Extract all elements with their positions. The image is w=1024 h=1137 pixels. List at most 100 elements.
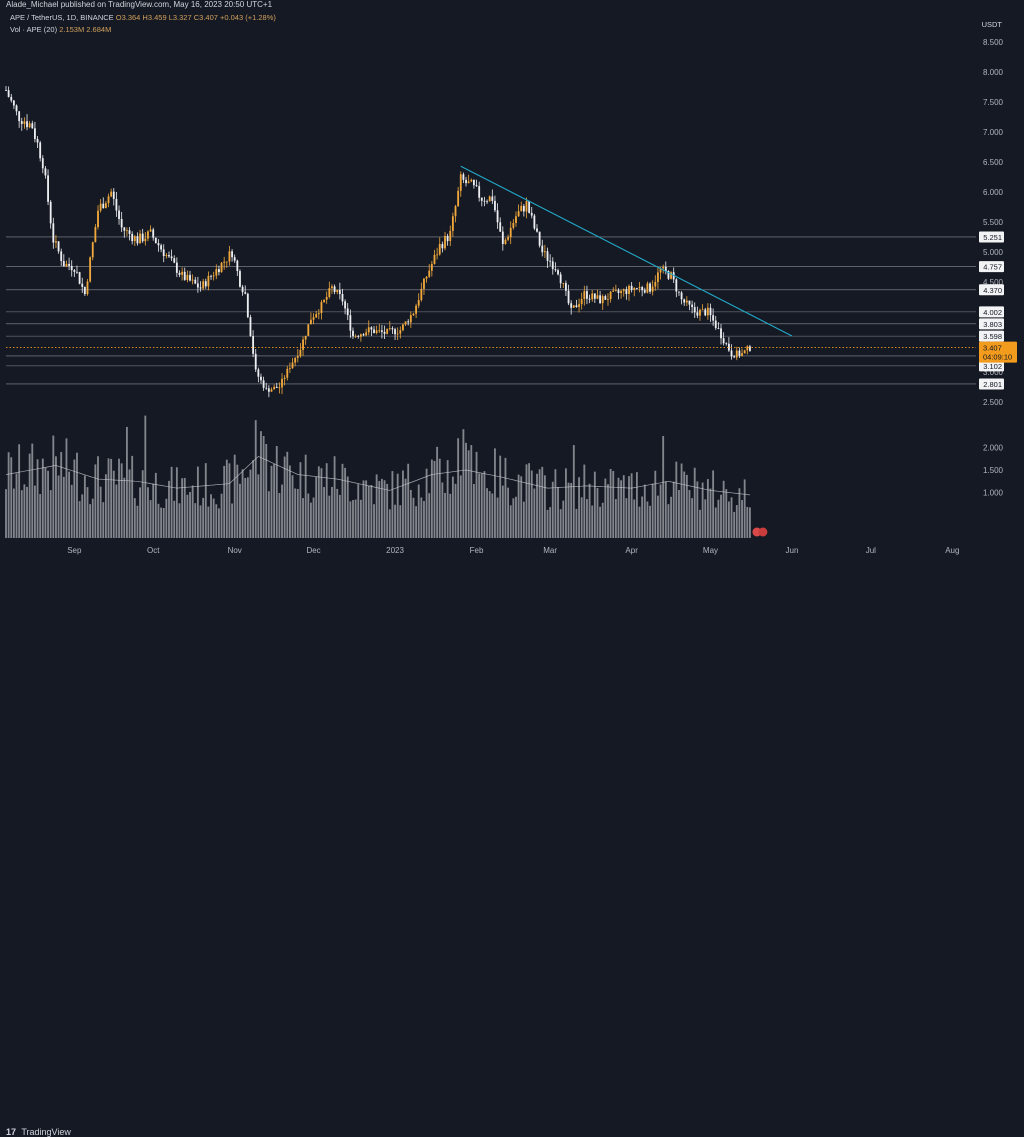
candle-body xyxy=(638,287,641,289)
time-tick-label: Dec xyxy=(306,546,320,555)
candle-body xyxy=(120,219,123,228)
volume-bar xyxy=(104,474,107,538)
candle-body xyxy=(131,233,134,242)
candle-body xyxy=(107,196,110,204)
candle-body xyxy=(194,279,197,284)
volume-bar xyxy=(215,504,218,538)
ohlc-values: O3.364 H3.459 L3.327 C3.407 +0.043 (+1.2… xyxy=(115,13,276,22)
volume-bar xyxy=(20,490,23,538)
volume-bar xyxy=(194,503,197,538)
volume-bar xyxy=(567,482,570,538)
candle-body xyxy=(501,231,504,245)
volume-bar xyxy=(423,500,425,538)
countdown-label: 04:09:10 xyxy=(983,353,1012,362)
candle-body xyxy=(483,200,486,202)
symbol-name[interactable]: APE / TetherUS, 1D, BINANCE xyxy=(10,13,114,22)
candle-body xyxy=(252,336,255,354)
volume-ma-line xyxy=(5,455,750,496)
volume-bar xyxy=(354,499,357,538)
tradingview-logo[interactable]: 17 TradingView xyxy=(6,1127,71,1137)
candle-body xyxy=(480,197,483,201)
candle-body xyxy=(706,307,709,316)
candle-body xyxy=(260,376,262,381)
volume-bar xyxy=(68,471,71,538)
volume-bar xyxy=(675,461,678,538)
candle-body xyxy=(396,333,399,335)
candle-body xyxy=(530,212,533,216)
candle-body xyxy=(691,304,694,307)
volume-bar xyxy=(325,463,328,538)
price-tick-label: 8.000 xyxy=(983,68,1004,77)
volume-bar xyxy=(486,488,488,538)
candle-body xyxy=(441,244,444,249)
candle-body xyxy=(139,233,141,244)
level-price-tag xyxy=(979,318,1004,330)
volume-bar xyxy=(231,503,233,538)
volume-label[interactable]: Vol · APE (20) xyxy=(10,25,58,34)
volume-bar xyxy=(97,456,99,538)
candle-body xyxy=(402,324,404,331)
candle-body xyxy=(55,241,57,243)
candle-body xyxy=(241,286,244,293)
volume-bar xyxy=(310,502,312,538)
candle-body xyxy=(430,263,433,271)
volume-bar xyxy=(375,474,378,538)
candle-body xyxy=(528,201,531,213)
volume-bar xyxy=(738,488,741,538)
candle-body xyxy=(720,328,722,339)
candle-body xyxy=(646,283,649,293)
volume-bar xyxy=(118,458,120,538)
volume-bar xyxy=(662,436,665,538)
volume-bar xyxy=(591,505,594,538)
volume-bar xyxy=(725,489,728,538)
candle-body xyxy=(614,290,617,291)
candle-body xyxy=(499,222,502,232)
candle-body xyxy=(304,335,307,340)
candle-body xyxy=(212,275,215,277)
candle-body xyxy=(123,227,126,231)
candle-body xyxy=(407,321,410,323)
candle-body xyxy=(701,309,704,311)
volume-bar xyxy=(333,456,336,538)
candle-body xyxy=(727,343,730,351)
candle-body xyxy=(580,298,583,305)
volume-bar xyxy=(467,450,470,538)
volume-bar xyxy=(530,470,533,538)
candle-body xyxy=(457,190,460,207)
candle-body xyxy=(328,288,331,297)
volume-bar xyxy=(244,477,247,538)
volume-bar xyxy=(139,487,141,538)
candle-body xyxy=(428,270,431,277)
volume-bar xyxy=(10,457,13,538)
volume-bar xyxy=(522,501,525,538)
volume-bar xyxy=(141,470,144,538)
volume-bar xyxy=(123,477,126,538)
volume-bar xyxy=(396,473,399,538)
candle-body xyxy=(281,378,283,388)
volume-bar xyxy=(5,489,7,538)
candle-body xyxy=(578,304,580,308)
volume-tick-label: 2.000 xyxy=(983,443,1004,452)
candle-body xyxy=(26,121,28,128)
price-chart[interactable]: 8.500 8.000 7.500 7.000 6.500 6.000 5.500 5.000… xyxy=(0,0,1024,581)
candle-body xyxy=(433,254,436,264)
candle-body xyxy=(86,281,89,295)
candle-body xyxy=(446,235,449,242)
candle-body xyxy=(399,330,402,334)
candle-body xyxy=(538,231,541,246)
candle-body xyxy=(494,200,496,211)
candle-body xyxy=(112,191,115,199)
volume-bar xyxy=(402,470,404,538)
volume-bar xyxy=(228,463,231,538)
candle-body xyxy=(207,275,210,287)
candle-body xyxy=(467,181,470,184)
volume-bar xyxy=(210,494,212,538)
volume-bar xyxy=(599,506,602,538)
candle-body xyxy=(346,308,349,316)
candle-body xyxy=(57,241,60,252)
candle-body xyxy=(223,261,226,263)
volume-bar xyxy=(328,495,331,538)
volume-bar xyxy=(202,497,205,538)
candle-body xyxy=(593,293,596,299)
volume-bar xyxy=(175,467,178,538)
